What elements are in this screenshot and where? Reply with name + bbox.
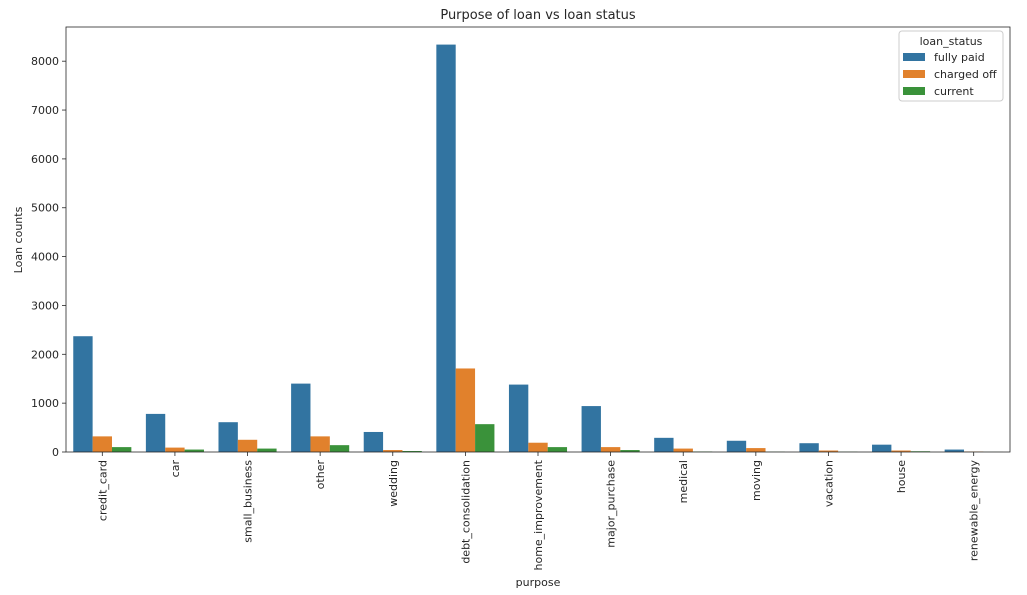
bar-major_purchase-charged-off [600, 447, 621, 452]
bar-house-fully-paid [872, 444, 892, 452]
x-tick-label: major_purchase [605, 460, 618, 548]
y-axis-label: Loan counts [12, 206, 25, 273]
y-tick-label: 8000 [31, 55, 59, 68]
legend-swatch [903, 53, 925, 61]
legend-title: loan_status [920, 35, 983, 48]
y-tick-label: 1000 [31, 397, 59, 410]
x-tick-label: credit_card [96, 460, 109, 521]
plot-frame [65, 26, 1011, 453]
x-tick-label: medical [677, 460, 690, 503]
bar-car-charged-off [165, 447, 185, 452]
bar-car-fully-paid [145, 413, 166, 452]
y-tick-label: 4000 [31, 251, 59, 264]
x-tick-label: small_business [242, 460, 255, 543]
legend-label: current [934, 85, 974, 98]
bar-moving-charged-off [746, 448, 766, 452]
bar-home_improvement-current [547, 447, 568, 452]
bar-other-fully-paid [291, 383, 311, 452]
bar-small_business-charged-off [237, 439, 258, 452]
bar-car-current [184, 449, 204, 452]
y-tick-label: 6000 [31, 153, 59, 166]
y-tick-label: 3000 [31, 299, 59, 312]
x-tick-label: home_improvement [532, 459, 545, 570]
y-axis: 0 1000 2000 3000 4000 5000 6000 7000 8000 [31, 55, 66, 459]
bar-moving-fully-paid [726, 440, 747, 452]
chart-title: Purpose of loan vs loan status [440, 8, 636, 23]
x-tick-label: moving [750, 460, 763, 501]
bar-wedding-charged-off [383, 450, 403, 452]
legend-swatch [903, 87, 925, 95]
bar-major_purchase-current [620, 450, 640, 452]
bar-wedding-fully-paid [363, 431, 384, 452]
bar-small_business-current [257, 448, 277, 452]
bar-medical-charged-off [673, 448, 693, 452]
bar-vacation-fully-paid [799, 443, 819, 452]
bar-major_purchase-fully-paid [581, 406, 601, 452]
bar-home_improvement-charged-off [528, 442, 548, 452]
bar-home_improvement-fully-paid [508, 384, 529, 452]
legend-box [898, 30, 1004, 102]
x-tick-label: car [169, 460, 182, 478]
bar-house-charged-off [891, 450, 911, 452]
bar-credit_card-charged-off [92, 436, 112, 452]
bar-debt_consolidation-fully-paid [436, 44, 456, 453]
bar-vacation-charged-off [818, 450, 839, 452]
bar-other-charged-off [310, 436, 330, 452]
y-tick-label: 2000 [31, 348, 59, 361]
x-axis: credit_card car small_business other wedding… [96, 452, 981, 571]
y-tick-label: 5000 [31, 202, 59, 215]
bar-debt_consolidation-current [475, 424, 495, 452]
x-axis-label: purpose [516, 576, 561, 589]
bar-other-current [329, 445, 350, 452]
bar-small_business-fully-paid [218, 422, 238, 452]
bar-credit_card-current [111, 447, 132, 452]
bar-renewable_energy-fully-paid [944, 449, 965, 452]
y-tick-label: 7000 [31, 104, 59, 117]
y-tick-label: 0 [52, 446, 59, 459]
legend-label: charged off [934, 68, 997, 81]
legend-swatch [903, 70, 925, 78]
legend-label: fully paid [934, 51, 985, 64]
x-tick-label: renewable_energy [968, 460, 981, 562]
x-tick-label: other [314, 460, 327, 490]
bar-wedding-current [402, 451, 422, 452]
bar-debt_consolidation-charged-off [455, 368, 476, 452]
x-tick-label: wedding [387, 460, 400, 507]
x-tick-label: vacation [822, 460, 835, 507]
x-tick-label: debt_consolidation [459, 460, 472, 564]
bar-medical-fully-paid [654, 437, 674, 452]
x-tick-label: house [895, 460, 908, 493]
bar-credit_card-fully-paid [73, 336, 93, 452]
plot-area [65, 26, 1011, 453]
